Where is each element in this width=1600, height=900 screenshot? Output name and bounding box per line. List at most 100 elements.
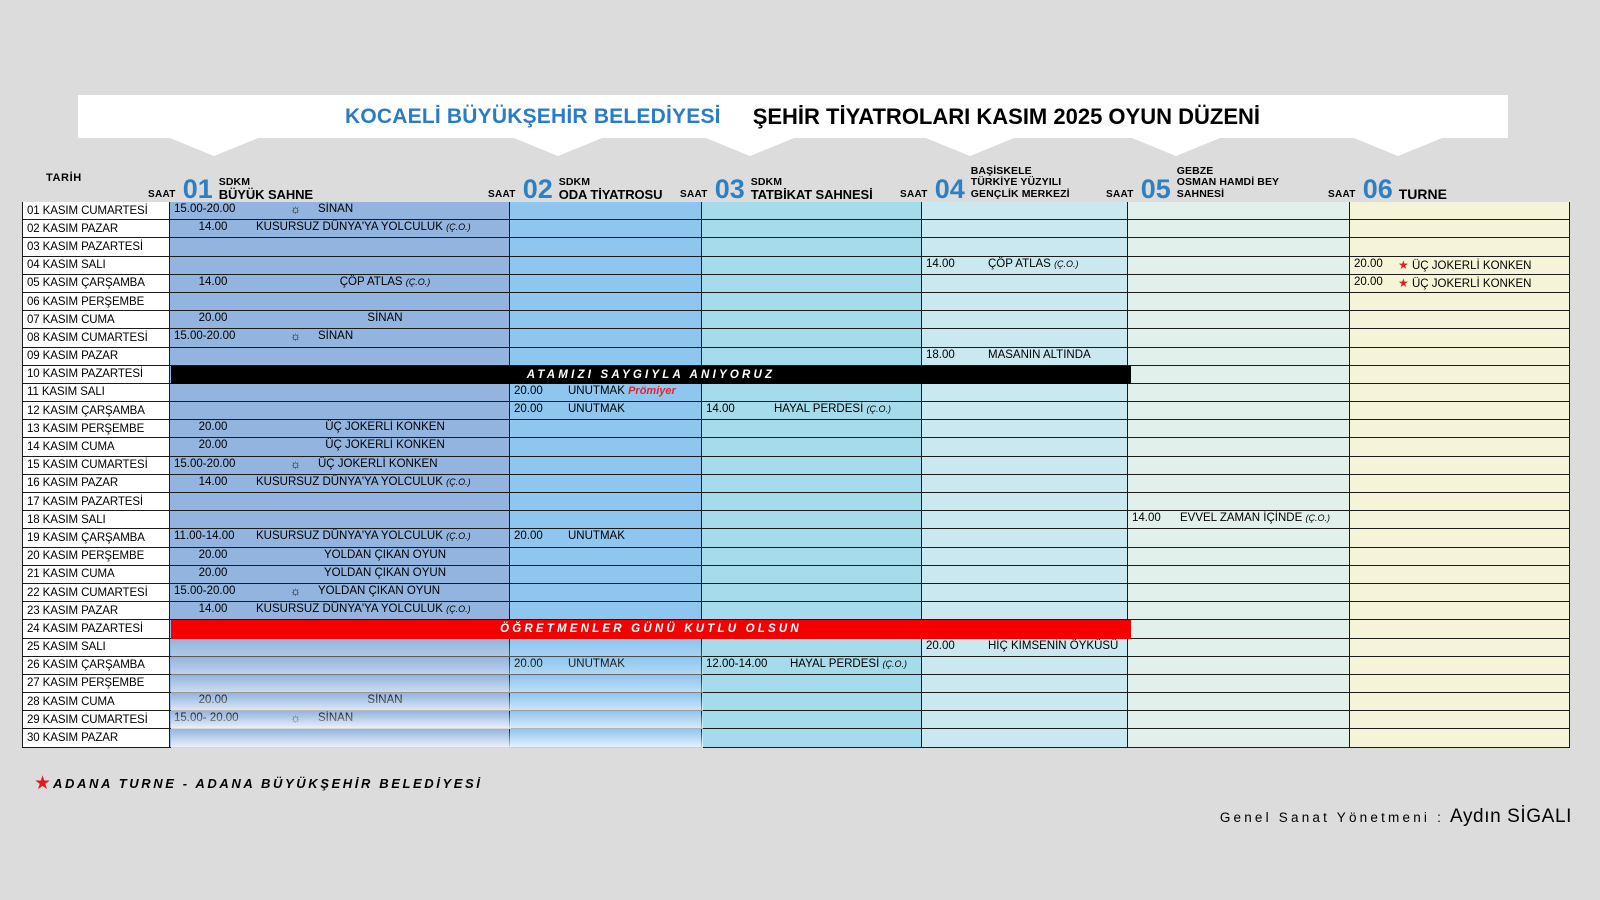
- venue-cell-6[interactable]: [1350, 292, 1570, 312]
- venue-cell-1[interactable]: [170, 638, 510, 657]
- venue-cell-1[interactable]: 20.00 YOLDAN ÇIKAN OYUN: [170, 547, 510, 566]
- venue-cell-2[interactable]: [510, 220, 702, 239]
- venue-cell-3[interactable]: [702, 220, 922, 239]
- venue-cell-3[interactable]: [702, 311, 922, 330]
- venue-cell-6[interactable]: [1350, 311, 1570, 330]
- venue-cell-6[interactable]: [1350, 729, 1570, 748]
- show-title[interactable]: UNUTMAK: [568, 530, 625, 542]
- venue-cell-1[interactable]: [170, 347, 510, 366]
- venue-cell-2[interactable]: [510, 311, 702, 330]
- venue-cell-5[interactable]: [1128, 547, 1350, 566]
- venue-cell-1[interactable]: 14.00 KUSURSUZ DÜNYA'YA YOLCULUK (Ç.O.): [170, 602, 510, 621]
- show-title[interactable]: ★ ÜÇ JOKERLİ KONKEN: [1398, 258, 1531, 272]
- venue-cell-6[interactable]: [1350, 493, 1570, 512]
- venue-cell-1[interactable]: [170, 238, 510, 257]
- venue-cell-6[interactable]: [1350, 402, 1570, 421]
- venue-cell-1[interactable]: 15.00-20.00 ☼ SİNAN: [170, 329, 510, 348]
- show-title[interactable]: UNUTMAK Prömiyer: [568, 385, 676, 397]
- venue-cell-1[interactable]: 20.00 ÜÇ JOKERLİ KONKEN: [170, 420, 510, 439]
- venue-cell-1[interactable]: [170, 292, 510, 312]
- venue-cell-6[interactable]: [1350, 220, 1570, 239]
- venue-cell-4[interactable]: [922, 402, 1128, 421]
- venue-cell-5[interactable]: [1128, 274, 1350, 293]
- venue-cell-2[interactable]: [510, 729, 702, 748]
- venue-cell-2[interactable]: 20.00 UNUTMAK: [510, 656, 702, 675]
- venue-cell-5[interactable]: [1128, 438, 1350, 457]
- venue-cell-1[interactable]: 20.00 SİNAN: [170, 693, 510, 712]
- venue-cell-3[interactable]: [702, 474, 922, 493]
- venue-cell-4[interactable]: 14.00 ÇÖP ATLAS (Ç.O.): [922, 256, 1128, 275]
- venue-cell-1[interactable]: 20.00 YOLDAN ÇIKAN OYUN: [170, 565, 510, 584]
- venue-cell-2[interactable]: [510, 583, 702, 603]
- venue-cell-3[interactable]: [702, 493, 922, 512]
- venue-cell-1[interactable]: [170, 493, 510, 512]
- venue-cell-1[interactable]: [170, 656, 510, 675]
- venue-cell-3[interactable]: [702, 729, 922, 748]
- venue-cell-1[interactable]: 14.00 KUSURSUZ DÜNYA'YA YOLCULUK (Ç.O.): [170, 220, 510, 239]
- venue-cell-1[interactable]: [170, 383, 510, 403]
- show-title[interactable]: ÇÖP ATLAS (Ç.O.): [988, 258, 1079, 270]
- venue-cell-4[interactable]: [922, 656, 1128, 675]
- show-title[interactable]: KUSURSUZ DÜNYA'YA YOLCULUK (Ç.O.): [256, 476, 471, 488]
- venue-cell-1[interactable]: [170, 511, 510, 530]
- venue-cell-3[interactable]: [702, 602, 922, 621]
- venue-cell-6[interactable]: [1350, 565, 1570, 584]
- venue-cell-3[interactable]: [702, 420, 922, 439]
- show-title[interactable]: HİÇ KİMSENİN ÖYKÜSÜ: [988, 640, 1118, 652]
- venue-cell-1[interactable]: 15.00- 20.00 ☼ SİNAN: [170, 711, 510, 730]
- venue-cell-6[interactable]: [1350, 547, 1570, 566]
- venue-cell-5[interactable]: [1128, 602, 1350, 621]
- venue-cell-1[interactable]: [170, 256, 510, 275]
- venue-cell-4[interactable]: [922, 493, 1128, 512]
- venue-cell-6[interactable]: [1350, 365, 1570, 384]
- venue-cell-5[interactable]: [1128, 674, 1350, 694]
- venue-cell-3[interactable]: 14.00 HAYAL PERDESİ (Ç.O.): [702, 402, 922, 421]
- venue-cell-3[interactable]: [702, 638, 922, 657]
- show-title[interactable]: YOLDAN ÇIKAN OYUN: [260, 567, 509, 579]
- venue-cell-3[interactable]: [702, 583, 922, 603]
- venue-cell-5[interactable]: [1128, 420, 1350, 439]
- venue-cell-6[interactable]: [1350, 583, 1570, 603]
- venue-cell-6[interactable]: 20.00 ★ ÜÇ JOKERLİ KONKEN: [1350, 256, 1570, 275]
- venue-cell-1[interactable]: 15.00-20.00 ☼ ÜÇ JOKERLİ KONKEN: [170, 456, 510, 475]
- venue-cell-2[interactable]: [510, 638, 702, 657]
- venue-cell-6[interactable]: [1350, 638, 1570, 657]
- venue-cell-1[interactable]: 14.00 KUSURSUZ DÜNYA'YA YOLCULUK (Ç.O.): [170, 474, 510, 493]
- venue-cell-4[interactable]: [922, 274, 1128, 293]
- venue-cell-6[interactable]: [1350, 529, 1570, 548]
- venue-cell-5[interactable]: [1128, 402, 1350, 421]
- venue-cell-5[interactable]: [1128, 220, 1350, 239]
- show-title[interactable]: ÜÇ JOKERLİ KONKEN: [260, 439, 509, 451]
- venue-cell-3[interactable]: [702, 238, 922, 257]
- venue-cell-6[interactable]: [1350, 202, 1570, 221]
- venue-cell-2[interactable]: [510, 347, 702, 366]
- venue-cell-5[interactable]: [1128, 729, 1350, 748]
- venue-cell-2[interactable]: [510, 711, 702, 730]
- venue-cell-5[interactable]: [1128, 529, 1350, 548]
- venue-cell-2[interactable]: [510, 474, 702, 493]
- show-title[interactable]: KUSURSUZ DÜNYA'YA YOLCULUK (Ç.O.): [256, 221, 471, 233]
- venue-cell-3[interactable]: [702, 565, 922, 584]
- venue-cell-5[interactable]: [1128, 620, 1350, 639]
- venue-cell-5[interactable]: [1128, 711, 1350, 730]
- venue-cell-5[interactable]: [1128, 365, 1350, 384]
- venue-cell-6[interactable]: [1350, 329, 1570, 348]
- venue-cell-4[interactable]: [922, 456, 1128, 475]
- venue-cell-5[interactable]: [1128, 311, 1350, 330]
- venue-cell-4[interactable]: [922, 602, 1128, 621]
- show-title[interactable]: SİNAN: [260, 694, 509, 706]
- show-title[interactable]: KUSURSUZ DÜNYA'YA YOLCULUK (Ç.O.): [256, 530, 471, 542]
- show-title[interactable]: UNUTMAK: [568, 403, 625, 415]
- venue-cell-4[interactable]: [922, 420, 1128, 439]
- show-title[interactable]: SİNAN: [318, 712, 353, 724]
- venue-cell-6[interactable]: [1350, 456, 1570, 475]
- venue-cell-2[interactable]: [510, 674, 702, 694]
- venue-cell-5[interactable]: [1128, 256, 1350, 275]
- venue-cell-6[interactable]: [1350, 347, 1570, 366]
- venue-cell-6[interactable]: [1350, 474, 1570, 493]
- venue-cell-1[interactable]: 15.00-20.00 ☼ SİNAN: [170, 202, 510, 221]
- venue-cell-3[interactable]: 12.00-14.00 HAYAL PERDESİ (Ç.O.): [702, 656, 922, 675]
- venue-cell-2[interactable]: [510, 493, 702, 512]
- venue-cell-6[interactable]: [1350, 511, 1570, 530]
- venue-cell-5[interactable]: [1128, 638, 1350, 657]
